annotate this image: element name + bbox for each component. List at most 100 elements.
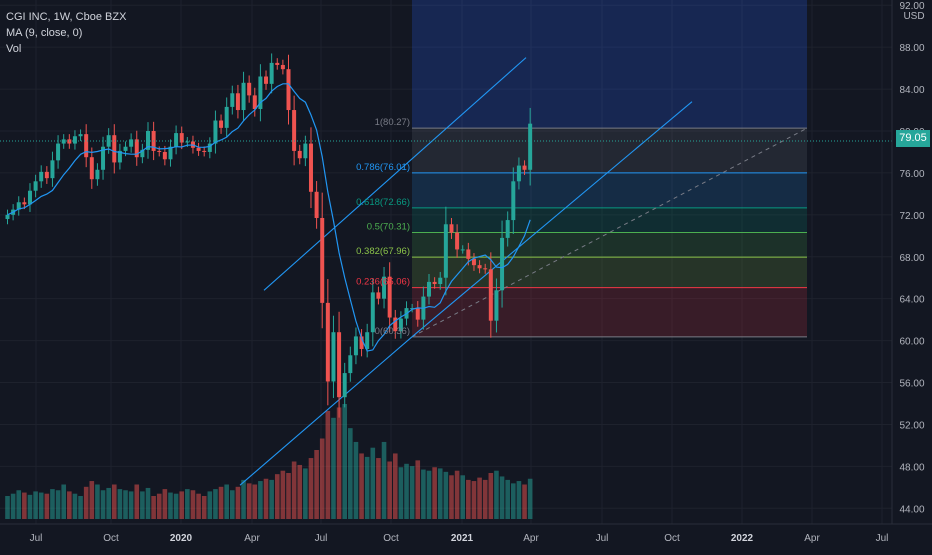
price-tick-label: 60.00 (899, 337, 924, 348)
volume-bar (460, 475, 466, 519)
volume-bar (522, 484, 527, 519)
fib-level-label: 0.382(67.96) (356, 246, 410, 257)
volume-bar (50, 489, 55, 519)
current-price-tag: 79.05 (896, 130, 930, 147)
volume-bar (527, 478, 533, 519)
candle-body (269, 62, 274, 84)
volume-bar (156, 493, 162, 519)
volume-bar (353, 441, 359, 519)
volume-bar (196, 493, 201, 519)
candle-body (219, 120, 224, 128)
candle-body (471, 258, 476, 266)
volume-indicator-label[interactable]: Vol (6, 43, 22, 55)
volume-bar (241, 479, 246, 519)
candle-body (443, 224, 448, 278)
volume-bar (213, 489, 218, 519)
volume-bars (5, 404, 533, 519)
volume-bar (454, 470, 460, 519)
volume-bar (190, 490, 196, 519)
candle-body (314, 191, 319, 218)
volume-bar (173, 493, 179, 519)
volume-bar (246, 483, 252, 519)
candle-body (67, 139, 72, 144)
volume-bar (471, 481, 477, 519)
ma-line (7, 83, 531, 352)
volume-bar (280, 470, 286, 519)
fib-zone (412, 257, 807, 288)
time-tick-label: 2022 (731, 533, 754, 544)
candle-body (123, 146, 128, 151)
volume-bar (117, 489, 123, 519)
volume-bar (348, 428, 353, 519)
volume-bar (511, 483, 516, 519)
fib-trend-line (411, 127, 808, 338)
time-axis[interactable]: Jul Oct 2020 Apr Jul Oct 2021 Apr Jul Oct 2022 Apr J… (0, 523, 932, 544)
candle-body (129, 139, 134, 147)
fibonacci-levels[interactable] (411, 127, 808, 338)
ma-indicator-label[interactable]: MA (9, close, 0) (6, 27, 83, 39)
volume-bar (466, 479, 471, 519)
fib-level-label: 0.618(72.66) (356, 197, 410, 208)
candle-body (398, 318, 403, 332)
volume-bar (297, 464, 303, 519)
candle-body (280, 64, 285, 70)
candle-body (353, 336, 358, 356)
candle-body (370, 292, 375, 333)
candle-body (511, 181, 516, 221)
candle-body (168, 146, 173, 160)
time-tick-label: 2020 (170, 533, 193, 544)
currency-label[interactable]: USD (903, 11, 925, 22)
price-tick-label: 44.00 (899, 504, 924, 515)
volume-bar (111, 484, 117, 519)
volume-bar (218, 486, 224, 519)
symbol-title[interactable]: CGI INC, 1W, Cboe BZX (6, 11, 127, 23)
volume-bar (44, 493, 50, 519)
candle-body (427, 281, 431, 297)
candle-body (438, 277, 443, 285)
candle-body (387, 276, 392, 318)
volume-bar (381, 441, 387, 519)
volume-bar (5, 496, 10, 519)
candle-body (393, 317, 398, 332)
candle-body (185, 141, 190, 143)
volume-bar (505, 479, 510, 519)
candle-body (455, 232, 460, 250)
time-tick-label: Jul (315, 533, 328, 544)
volume-bar (443, 471, 449, 519)
candle-body (224, 106, 229, 128)
candle-body (320, 217, 325, 303)
volume-bar (308, 458, 314, 519)
volume-bar (415, 460, 421, 519)
volume-bar (359, 453, 364, 519)
volume-bar (38, 492, 44, 519)
price-tick-label: 56.00 (899, 379, 924, 390)
candle-body (342, 373, 347, 398)
candle-body (359, 336, 364, 349)
candle-body (179, 133, 184, 143)
volume-bar (252, 484, 258, 519)
volume-bar (201, 496, 207, 519)
volume-bar (185, 489, 190, 519)
volume-bar (426, 470, 432, 519)
fibonacci-zones (412, 0, 807, 337)
candle-body (146, 131, 150, 150)
candle-body (331, 332, 336, 382)
volume-bar (376, 458, 381, 519)
volume-bar (162, 489, 168, 519)
volume-bar (61, 484, 66, 519)
volume-bar (145, 487, 151, 519)
fib-level-label: 0(60.36) (375, 326, 410, 337)
volume-bar (83, 486, 89, 519)
target-zone (412, 0, 807, 129)
candle-body (84, 134, 89, 158)
candle-body (157, 150, 162, 152)
candle-body (95, 169, 100, 180)
fibonacci-labels: 1(80.27) 0.786(76.01) 0.618(72.66) 0.5(70.3… (356, 117, 410, 337)
fib-level-label: 1(80.27) (375, 117, 410, 128)
candle-body (241, 82, 246, 111)
candle-body (348, 355, 353, 374)
volume-bar (123, 490, 128, 519)
candle-body (39, 171, 44, 182)
